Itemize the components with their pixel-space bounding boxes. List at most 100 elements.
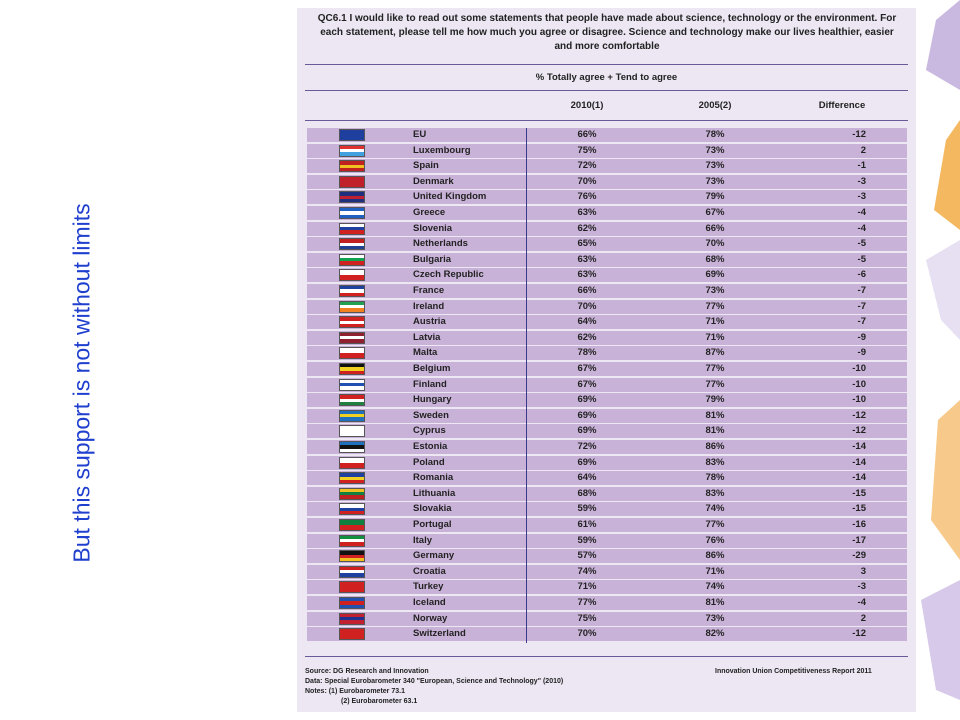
flag: [339, 269, 365, 282]
country: Czech Republic: [413, 269, 484, 281]
note: Notes: (1) Eurobarometer 73.1: [305, 688, 405, 695]
value-2005: 73%: [705, 612, 725, 624]
flag-stripe: [340, 629, 364, 640]
value-2005: 83%: [705, 456, 725, 468]
value-2010: 59%: [577, 534, 597, 546]
value-2005: 70%: [705, 238, 725, 250]
divider: [526, 128, 527, 643]
flag-stripe: [340, 323, 364, 328]
flag-stripe: [340, 414, 364, 418]
rule: [305, 90, 908, 91]
flag-stripe: [340, 367, 364, 371]
table-row: Denmark 70% 73% -3: [307, 174, 907, 189]
flag-stripe: [340, 242, 364, 246]
flag-stripe: [340, 161, 364, 165]
flag: [339, 628, 365, 641]
flag: [339, 191, 365, 204]
flag-stripe: [340, 332, 364, 337]
flag-stripe: [340, 401, 364, 406]
flag-stripe: [340, 525, 364, 530]
country: Austria: [413, 316, 446, 328]
value-2010: 64%: [577, 316, 597, 328]
value-2010: 63%: [577, 207, 597, 218]
country: Slovenia: [413, 222, 453, 234]
table-row: Finland 67% 77% -10: [307, 377, 907, 392]
value-2005: 77%: [705, 378, 725, 390]
difference: -12: [852, 425, 866, 437]
report: Innovation Union Competitiveness Report …: [715, 668, 872, 675]
value-2005: 81%: [705, 409, 725, 421]
value-2010: 59%: [577, 503, 597, 515]
flag-stripe: [340, 304, 364, 309]
flag-stripe: [340, 339, 364, 343]
flag: [339, 487, 365, 500]
difference: -10: [852, 363, 866, 374]
flag-stripe: [340, 214, 364, 218]
flag-stripe: [340, 245, 364, 250]
flag-stripe: [340, 364, 364, 368]
flag-stripe: [340, 488, 364, 493]
table-row: Spain 72% 73% -1: [307, 159, 907, 174]
table-row: France 66% 73% -7: [307, 284, 907, 298]
difference: -9: [857, 347, 866, 359]
value-2010: 62%: [577, 331, 597, 343]
country: Greece: [413, 207, 446, 218]
flag-stripe: [340, 566, 364, 571]
flag-stripe: [340, 270, 364, 276]
data-note: Data: Special Eurobarometer 340 "Europea…: [305, 678, 564, 685]
difference: -7: [857, 285, 866, 296]
flag-stripe: [340, 192, 364, 196]
flag: [339, 253, 365, 266]
table-row: Netherlands 65% 70% -5: [307, 237, 907, 252]
difference: 3: [860, 565, 866, 577]
country: Cyprus: [413, 425, 446, 437]
country: Poland: [413, 456, 445, 468]
flag-stripe: [340, 398, 364, 402]
flag-stripe: [340, 426, 364, 437]
table-row: Czech Republic 63% 69% -6: [307, 268, 907, 283]
value-2010: 72%: [577, 441, 597, 452]
flag: [339, 316, 365, 329]
flag-stripe: [340, 613, 364, 617]
flag: [339, 331, 365, 344]
flag-stripe: [340, 511, 364, 515]
value-2005: 71%: [705, 316, 725, 328]
flag-stripe: [340, 476, 364, 480]
flag-stripe: [340, 616, 364, 621]
flag: [339, 534, 365, 547]
value-2010: 65%: [577, 238, 597, 250]
difference: -7: [857, 300, 866, 312]
difference: -12: [852, 129, 866, 140]
country: Norway: [413, 612, 448, 624]
flag-stripe: [340, 457, 364, 463]
country: Finland: [413, 378, 447, 390]
difference: 2: [860, 144, 866, 156]
value-2005: 77%: [705, 519, 725, 530]
flag-stripe: [340, 261, 364, 265]
flag-stripe: [340, 148, 364, 153]
value-2010: 64%: [577, 472, 597, 484]
flag: [339, 285, 365, 297]
flag-stripe: [340, 239, 364, 243]
flag-stripe: [340, 379, 364, 383]
value-2010: 70%: [577, 300, 597, 312]
flag: [339, 565, 365, 578]
flag-stripe: [340, 301, 364, 305]
flag: [339, 222, 365, 235]
flag-stripe: [340, 176, 364, 187]
value-2005: 67%: [705, 207, 725, 218]
country: Italy: [413, 534, 433, 546]
difference: -1: [857, 160, 866, 172]
flag-stripe: [340, 289, 364, 293]
value-2010: 69%: [577, 425, 597, 437]
flag-stripe: [340, 226, 364, 231]
flag: [339, 160, 365, 173]
value-2010: 67%: [577, 363, 597, 374]
value-2010: 61%: [577, 519, 597, 530]
value-2005: 73%: [705, 160, 725, 172]
table-row: Switzerland 70% 82% -12: [307, 627, 907, 642]
slide-title: But this support is not without limits: [68, 203, 95, 563]
table-row: Romania 64% 78% -14: [307, 471, 907, 486]
flag: [339, 394, 365, 407]
table-row: Estonia 72% 86% -14: [307, 440, 907, 454]
